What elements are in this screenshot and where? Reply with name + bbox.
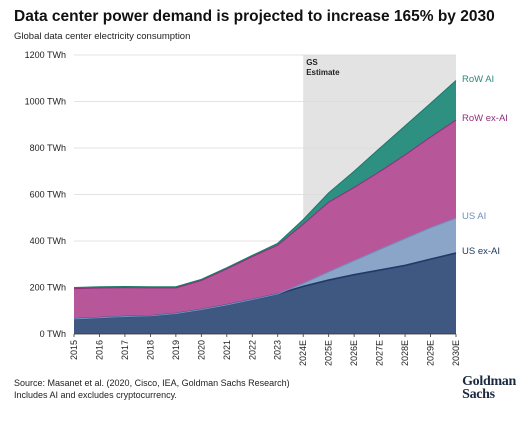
series-label-3: RoW AI [462,74,494,85]
estimate-label-line-1: GS [306,58,318,67]
y-tick-label: 800 TWh [30,143,66,153]
series-line-2 [73,119,457,290]
x-tick-label: 2018 [145,340,155,360]
x-tick-label: 2026E [349,340,359,366]
x-tick-label: 2021 [222,340,232,360]
area-series-0 [74,253,456,334]
y-tick-label: 600 TWh [30,190,66,200]
x-tick-label: 2022 [247,340,257,360]
series-label-2: RoW ex-AI [462,113,508,124]
y-tick-label: 1200 TWh [25,50,66,60]
x-tick-label: 2015 [69,340,79,360]
y-tick-label: 400 TWh [30,236,66,246]
series-label-0: US ex-AI [462,246,500,257]
chart-subtitle: Global data center electricity consumpti… [14,31,191,42]
footnote: Includes AI and excludes cryptocurrency. [14,390,177,400]
logo-line-1: Goldman [462,374,516,389]
x-tick-label: 2020 [196,340,206,360]
source-note: Source: Masanet et al. (2020, Cisco, IEA… [14,378,290,388]
x-tick-label: 2017 [120,340,130,360]
x-tick-label: 2024E [298,340,308,366]
y-tick-label: 0 TWh [40,329,66,339]
x-tick-label: 2027E [375,340,385,366]
goldman-sachs-logo: Goldman Sachs [462,374,516,402]
logo-line-2: Sachs [462,387,495,402]
y-tick-label: 1000 TWh [25,97,66,107]
y-tick-label: 200 TWh [30,283,66,293]
x-tick-label: 2019 [171,340,181,360]
series-line-1 [73,217,457,320]
area-series-2 [74,120,456,319]
estimate-label-line-2: Estimate [306,68,340,77]
area-series-1 [74,218,456,319]
x-tick-label: 2029E [426,340,436,366]
series-label-1: US AI [462,211,486,222]
series-line-3 [73,80,457,289]
x-tick-label: 2028E [400,340,410,366]
chart-title: Data center power demand is projected to… [14,8,495,25]
x-tick-label: 2025E [324,340,334,366]
x-tick-label: 2030E [451,340,461,366]
x-tick-label: 2023 [273,340,283,360]
x-tick-label: 2016 [94,340,104,360]
